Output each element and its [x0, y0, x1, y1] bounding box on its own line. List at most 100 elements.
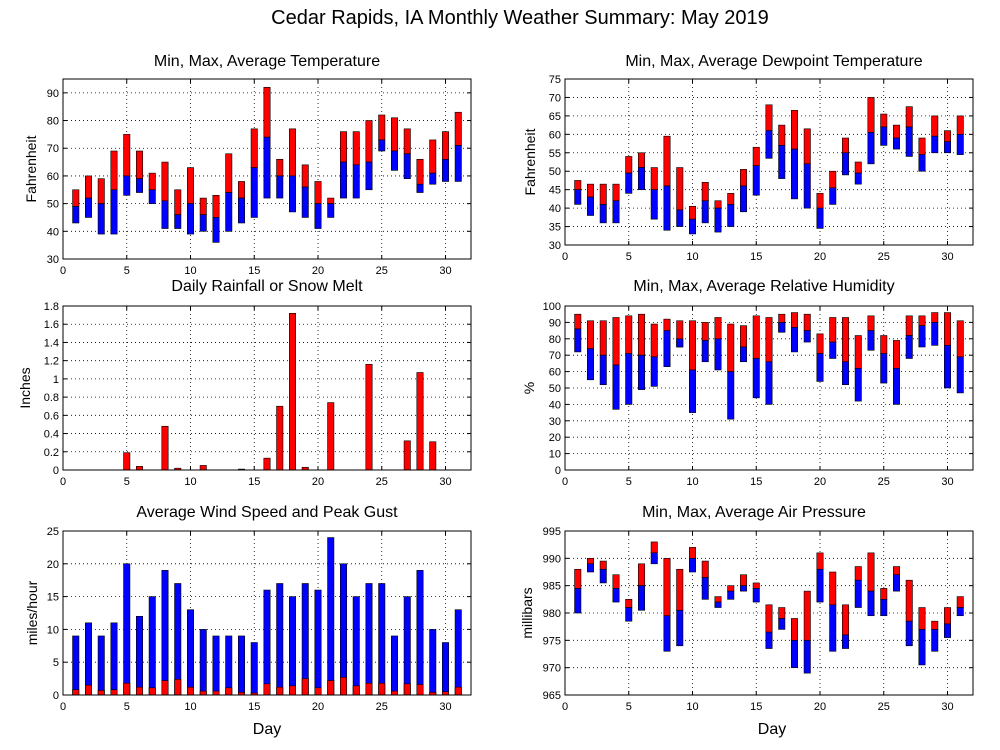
bar-avg-to-max-pres	[587, 558, 594, 565]
bar-min-to-avg-pres	[689, 558, 696, 573]
xtick-label-rain: 0	[60, 476, 66, 488]
bar-avg-to-max-rh	[893, 340, 900, 369]
bar-min-to-avg-dew	[676, 209, 684, 227]
bar-avg-to-max-pres	[727, 585, 735, 592]
bar-avg-to-max-temp	[187, 167, 194, 204]
bar-min-to-avg-rh	[791, 327, 798, 353]
ytick-label-rain: 1.2	[44, 356, 59, 368]
bar-avg-to-max-dew	[944, 130, 951, 143]
ytick-label-dew: 75	[549, 74, 561, 86]
bar-peak-gust	[378, 583, 386, 696]
ytick-label-dew: 70	[549, 92, 561, 104]
ytick-label-rain: 1.8	[44, 301, 59, 313]
bar-min-to-avg-pres	[905, 620, 913, 647]
bar-min-to-avg-temp	[199, 214, 207, 232]
bar-min-to-avg-dew	[778, 145, 786, 179]
bar-min-to-avg-pres	[740, 585, 747, 592]
xtick-label-rain: 10	[184, 476, 196, 488]
bar-avg-to-max-rh	[842, 317, 849, 363]
xtick-label-dew: 0	[562, 251, 568, 263]
ylabel-temp: Fahrenheit	[23, 135, 39, 202]
bar-min-to-avg-dew	[880, 126, 888, 146]
bar-min-to-avg-rh	[842, 361, 849, 386]
bar-min-to-avg-dew	[944, 141, 951, 154]
bar-avg-wind	[136, 686, 143, 696]
bar-peak-gust	[289, 596, 296, 696]
xtick-label-rh: 10	[686, 476, 698, 488]
bar-avg-to-max-rh	[714, 317, 722, 340]
bar-min-to-avg-dew	[905, 126, 913, 157]
ylabel-humidity: %	[521, 382, 537, 394]
bar-avg-to-max-temp	[174, 189, 182, 215]
bar-avg-wind	[314, 687, 322, 696]
bar-avg-wind	[174, 678, 182, 696]
ytick-label-dew: 35	[549, 222, 561, 234]
xtick-label-rain: 30	[439, 476, 451, 488]
bar-avg-to-max-pres	[574, 568, 582, 589]
bar-avg-to-max-rh	[816, 333, 824, 354]
ytick-label-rh: 70	[549, 350, 561, 362]
bar-min-to-avg-rh	[612, 364, 620, 410]
bar-min-to-avg-dew	[765, 130, 773, 159]
bar-avg-to-max-dew	[893, 124, 900, 139]
ytick-label-dew: 60	[549, 129, 561, 141]
bar-avg-to-max-temp	[301, 164, 309, 188]
ytick-label-rh: 100	[543, 301, 561, 313]
bar-min-to-avg-dew	[638, 167, 645, 190]
bar-min-to-avg-rh	[752, 358, 760, 399]
bar-min-to-avg-temp	[340, 161, 347, 199]
xtick-label-dew: 30	[941, 251, 953, 263]
bar-avg-to-max-dew	[650, 167, 658, 190]
ylabel-wind: miles/hour	[24, 580, 40, 645]
bar-rain	[416, 372, 424, 471]
bar-avg-wind	[289, 685, 296, 696]
bar-min-to-avg-pres	[918, 629, 926, 666]
bar-min-to-avg-dew	[829, 187, 837, 205]
bar-avg-to-max-pres	[752, 582, 760, 589]
bar-peak-gust	[301, 583, 309, 696]
bar-peak-gust	[123, 563, 131, 696]
bar-avg-to-max-temp	[110, 150, 118, 191]
bar-min-to-avg-temp	[161, 200, 169, 229]
bar-min-to-avg-temp	[416, 183, 424, 193]
bar-peak-gust	[110, 622, 118, 696]
bar-avg-to-max-temp	[352, 131, 360, 166]
bar-min-to-avg-pres	[778, 618, 786, 630]
bar-min-to-avg-temp	[429, 172, 437, 185]
ytick-label-wind: 15	[47, 592, 59, 604]
bar-min-to-avg-pres	[714, 601, 722, 608]
bar-avg-wind	[378, 682, 386, 696]
bar-min-to-avg-temp	[174, 214, 182, 229]
bar-min-to-avg-rh	[778, 322, 786, 333]
plot-temp: 30 40 50 60 70 80 90 0 5 10 15 20 25 30	[47, 78, 472, 277]
bar-avg-to-max-dew	[574, 180, 582, 190]
bar-avg-wind	[403, 683, 411, 696]
panel-rain: Daily Rainfall or Snow Melt Inches 00.20…	[17, 278, 472, 488]
bar-peak-gust	[403, 596, 411, 696]
bar-avg-to-max-temp	[289, 128, 296, 177]
ytick-label-rain: 0.8	[44, 392, 59, 404]
bar-min-to-avg-dew	[663, 185, 671, 231]
plot-wind: 0 5 10 15 20 25 0 5 10 15 20 25 30	[47, 526, 472, 713]
bar-avg-to-max-rh	[854, 335, 862, 369]
bar-min-to-avg-dew	[727, 204, 735, 227]
bar-avg-to-max-dew	[625, 156, 633, 174]
bar-avg-to-max-rh	[905, 315, 913, 336]
plot-humidity: 0 10 20 30 40 50 60 70 80 90 100 0 5 10 15 20 25 30	[543, 301, 974, 488]
bar-avg-wind	[187, 686, 194, 696]
bar-avg-to-max-dew	[867, 97, 875, 133]
ytick-label-temp: 90	[47, 88, 59, 100]
bar-avg-to-max-rh	[599, 320, 607, 356]
bar-avg-to-max-rh	[650, 323, 658, 358]
ylabel-dewpoint: Fahrenheit	[522, 128, 538, 195]
bar-avg-to-max-temp	[442, 131, 449, 160]
bar-min-to-avg-pres	[931, 629, 939, 652]
xtick-label-rh: 0	[562, 476, 568, 488]
bar-avg-to-max-rh	[689, 320, 696, 371]
panel-humidity: Min, Max, Average Relative Humidity % 0 1…	[521, 278, 974, 488]
bar-min-to-avg-rh	[714, 338, 722, 371]
bar-min-to-avg-pres	[867, 590, 875, 617]
bar-min-to-avg-temp	[454, 145, 462, 182]
bar-min-to-avg-dew	[931, 135, 939, 154]
